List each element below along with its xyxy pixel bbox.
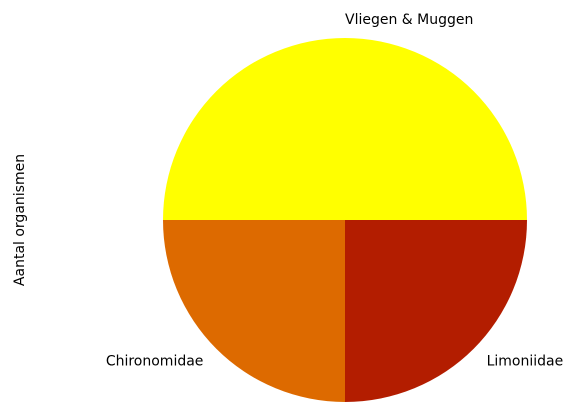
slice-label: Limoniidae	[487, 354, 564, 370]
y-axis-label: Aantal organismen	[12, 154, 28, 286]
slice-label: Vliegen & Muggen	[345, 12, 473, 28]
pie-slice	[345, 220, 527, 402]
pie-slice	[163, 38, 527, 220]
pie-slice	[163, 220, 345, 402]
slice-label: Chironomidae	[106, 354, 204, 370]
